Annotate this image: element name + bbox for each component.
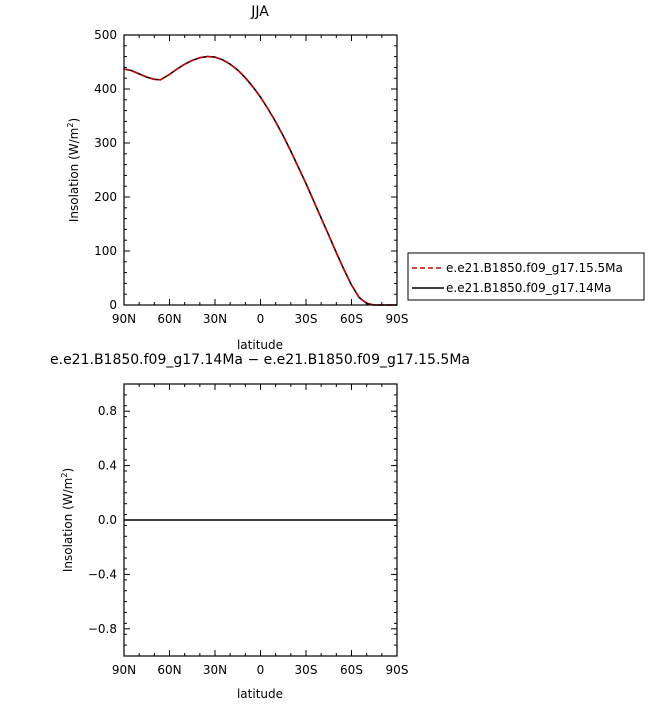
x-tick-label: 60N [157, 312, 181, 326]
x-tick-label: 0 [257, 663, 265, 677]
x-tick-label: 90N [112, 312, 136, 326]
y-tick-label: −0.8 [88, 622, 117, 636]
bottom-x-axis-label: latitude [237, 687, 283, 701]
x-tick-label: 60S [340, 663, 363, 677]
bottom-y-axis-label-text: Insolation (W/m [61, 478, 75, 573]
y-tick-label: −0.4 [88, 567, 117, 581]
x-tick-label: 90N [112, 663, 136, 677]
y-tick-label: 100 [94, 244, 117, 258]
legend: e.e21.B1850.f09_g17.15.5Ma e.e21.B1850.f… [407, 252, 645, 301]
legend-label-series-0: e.e21.B1850.f09_g17.15.5Ma [446, 261, 623, 275]
x-tick-label: 90S [386, 312, 409, 326]
bottom-panel-title: e.e21.B1850.f09_g17.14Ma − e.e21.B1850.f… [50, 352, 470, 368]
top-panel-jja: JJA 90N 60N 30N 0 30S 60S 90S0100200300400500 … [66, 4, 645, 352]
top-y-axis-label-end: ) [67, 118, 81, 123]
series-line-0 [123, 55, 397, 306]
legend-box [407, 252, 645, 301]
y-tick-label: 500 [94, 28, 117, 42]
top-x-axis-label: latitude [237, 338, 283, 352]
y-tick-label: 0.8 [98, 404, 117, 418]
x-tick-label: 30S [295, 312, 318, 326]
y-tick-label: 400 [94, 82, 117, 96]
x-tick-label: 60S [340, 312, 363, 326]
y-tick-label: 0.4 [98, 459, 117, 473]
top-plot-frame [123, 34, 398, 306]
bottom-panel-difference: e.e21.B1850.f09_g17.14Ma − e.e21.B1850.f… [50, 352, 470, 701]
top-y-axis-label-sup: 2 [66, 123, 75, 128]
x-tick-label: 0 [257, 312, 265, 326]
y-tick-label: 300 [94, 136, 117, 150]
x-tick-label: 30N [203, 663, 227, 677]
top-panel-title: JJA [250, 4, 269, 20]
x-tick-label: 30S [295, 663, 318, 677]
x-tick-label: 60N [157, 663, 181, 677]
top-y-axis-label-text: Insolation (W/m [67, 128, 81, 223]
bottom-y-axis-label-sup: 2 [60, 473, 69, 478]
legend-label-series-1: e.e21.B1850.f09_g17.14Ma [446, 281, 611, 295]
top-y-axis-label: Insolation (W/m2) [66, 118, 81, 222]
y-tick-label: 0.0 [98, 513, 117, 527]
y-tick-label: 0 [109, 298, 117, 312]
x-tick-label: 30N [203, 312, 227, 326]
x-tick-label: 90S [386, 663, 409, 677]
y-tick-label: 200 [94, 190, 117, 204]
bottom-y-axis-label: Insolation (W/m2) [60, 468, 75, 572]
bottom-y-axis-label-end: ) [61, 468, 75, 473]
series-line-1 [123, 55, 397, 306]
